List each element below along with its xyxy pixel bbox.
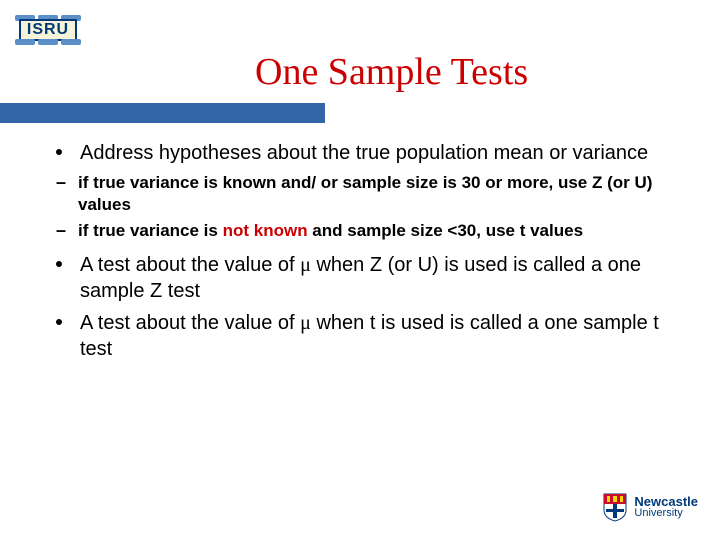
dash-text-suffix: and sample size <30, use t values (308, 221, 583, 240)
not-known-highlight: not known (223, 221, 308, 240)
slide-title: One Sample Tests (255, 50, 528, 94)
university-logo: Newcastle University (602, 492, 698, 522)
bullet-dot-icon (56, 149, 62, 155)
slide-content: Address hypotheses about the true popula… (50, 140, 680, 368)
bullet-item: Address hypotheses about the true popula… (50, 140, 680, 166)
dash-icon: – (56, 220, 66, 241)
bullet-pre: A test about the value of (80, 312, 300, 334)
bullet-text: A test about the value of μ when t is us… (80, 310, 680, 362)
university-sub: University (634, 508, 698, 519)
bullet-text: A test about the value of μ when Z (or U… (80, 252, 680, 304)
bullet-dot-icon (56, 319, 62, 325)
bullet-text: Address hypotheses about the true popula… (80, 140, 648, 166)
dash-text: if true variance is not known and sample… (78, 220, 583, 242)
dash-text: if true variance is known and/ or sample… (78, 172, 680, 216)
bullet-item: A test about the value of μ when Z (or U… (50, 252, 680, 304)
dash-icon: – (56, 172, 66, 193)
bullet-pre: A test about the value of (80, 254, 300, 276)
bullet-dot-icon (56, 261, 62, 267)
bullet-item: A test about the value of μ when t is us… (50, 310, 680, 362)
mu-symbol: μ (300, 254, 311, 276)
shield-icon (602, 492, 628, 522)
university-text: Newcastle University (634, 495, 698, 519)
isru-logo: ISRU (15, 15, 81, 45)
dash-item: – if true variance is known and/ or samp… (56, 172, 680, 216)
dash-text-prefix: if true variance is (78, 221, 223, 240)
isru-bottom-bars (15, 39, 81, 45)
mu-symbol: μ (300, 312, 311, 334)
dash-item: – if true variance is not known and samp… (56, 220, 680, 242)
isru-text: ISRU (19, 19, 77, 41)
title-underline-bar (0, 103, 325, 123)
